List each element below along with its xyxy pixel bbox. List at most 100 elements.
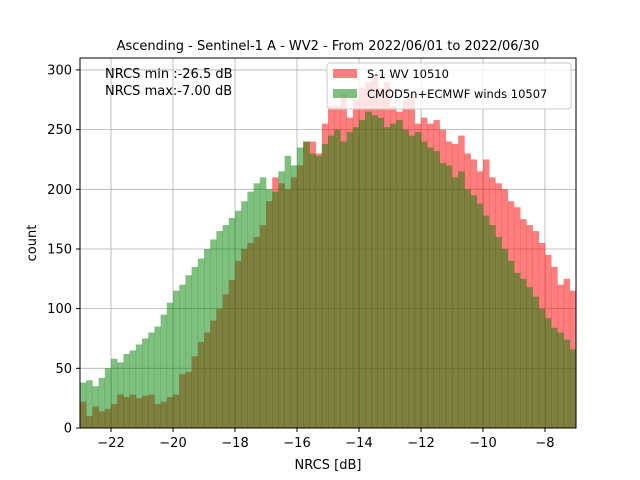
histogram-bar bbox=[538, 308, 546, 428]
histogram-bar bbox=[489, 225, 496, 428]
histogram-bar bbox=[334, 129, 341, 428]
histogram-bar bbox=[563, 339, 571, 428]
histogram-bar bbox=[501, 248, 509, 428]
x-tick-label: −10 bbox=[469, 436, 496, 451]
histogram-bar bbox=[483, 215, 490, 428]
histogram-bar bbox=[532, 296, 540, 428]
histogram-bar bbox=[117, 362, 124, 428]
histogram-bar bbox=[179, 284, 186, 428]
legend-label-s1: S-1 WV 10510 bbox=[367, 67, 449, 81]
y-axis: 0 50 100 150 200 250 300 bbox=[47, 63, 80, 437]
legend-frame bbox=[326, 62, 572, 110]
histogram-bar bbox=[278, 171, 285, 429]
chart-title: Ascending - Sentinel-1 A - WV2 - From 20… bbox=[117, 39, 540, 54]
histogram-bar bbox=[111, 358, 118, 428]
histogram-bar bbox=[340, 141, 347, 428]
histogram-bar bbox=[458, 171, 465, 429]
x-tick-label: −14 bbox=[345, 436, 372, 451]
y-tick-label: 100 bbox=[47, 302, 72, 317]
plot-area bbox=[79, 57, 577, 429]
histogram-bar bbox=[104, 368, 112, 428]
x-axis-label: NRCS [dB] bbox=[295, 458, 362, 473]
histogram-bar bbox=[309, 153, 316, 428]
histogram-bar bbox=[160, 314, 168, 428]
histogram-bar bbox=[371, 115, 378, 429]
histogram-bar bbox=[166, 302, 174, 428]
histogram-bar bbox=[427, 147, 434, 429]
histogram-bar bbox=[352, 127, 360, 429]
histogram-bar bbox=[507, 260, 515, 428]
histogram-bar bbox=[92, 386, 99, 428]
x-tick-label: −8 bbox=[535, 436, 554, 451]
histogram-bar bbox=[284, 155, 292, 428]
histogram-bar bbox=[98, 377, 106, 428]
histogram-bar bbox=[253, 183, 261, 428]
histogram-bar bbox=[526, 287, 533, 428]
y-tick-label: 50 bbox=[55, 362, 72, 377]
histogram-bar bbox=[247, 191, 254, 428]
histogram-bar bbox=[452, 177, 459, 428]
histogram-bar bbox=[365, 111, 372, 428]
y-tick-label: 250 bbox=[47, 123, 72, 138]
histogram-bar bbox=[290, 165, 298, 428]
histogram-bar bbox=[514, 272, 521, 428]
histogram-bar bbox=[464, 189, 471, 428]
x-tick-label: −16 bbox=[283, 436, 310, 451]
histogram-bar bbox=[129, 350, 137, 428]
histogram-bar bbox=[383, 127, 391, 429]
histogram-bar bbox=[476, 203, 484, 428]
histogram-bar bbox=[266, 189, 273, 428]
histogram-bar bbox=[569, 349, 577, 428]
histogram-bar bbox=[303, 141, 310, 428]
histogram-bar bbox=[80, 382, 87, 428]
histogram-bars bbox=[80, 75, 577, 429]
histogram-bar bbox=[86, 380, 93, 428]
histogram-bar bbox=[346, 132, 354, 428]
histogram-bar bbox=[545, 318, 552, 428]
histogram-bar bbox=[359, 120, 366, 428]
x-tick-label: −18 bbox=[221, 436, 248, 451]
histogram-bar bbox=[433, 151, 440, 428]
histogram-bar bbox=[402, 129, 409, 428]
histogram-bar bbox=[241, 201, 248, 428]
series-1-bars bbox=[80, 111, 577, 429]
histogram-bar bbox=[197, 258, 205, 428]
y-tick-label: 150 bbox=[47, 242, 72, 257]
histogram-bar bbox=[439, 163, 447, 428]
histogram-bar bbox=[222, 225, 230, 428]
legend-swatch-cmod5n bbox=[333, 89, 357, 98]
histogram-bar bbox=[396, 120, 403, 428]
histogram-bar bbox=[470, 195, 478, 428]
histogram-bar bbox=[445, 165, 453, 428]
y-axis-label: count bbox=[25, 225, 40, 262]
histogram-bar bbox=[142, 338, 149, 428]
x-tick-label: −22 bbox=[97, 436, 124, 451]
histogram-bar bbox=[210, 239, 217, 428]
histogram-bar bbox=[173, 290, 180, 428]
histogram-bar bbox=[191, 266, 199, 428]
histogram-bar bbox=[557, 332, 564, 428]
histogram-bar bbox=[272, 191, 279, 428]
histogram-bar bbox=[228, 217, 236, 428]
histogram-bar bbox=[321, 143, 329, 428]
plot-frame bbox=[79, 57, 577, 429]
histogram-bar bbox=[204, 248, 211, 428]
histogram-bar bbox=[315, 155, 323, 428]
histogram-bar bbox=[377, 117, 385, 428]
annotation-nrcs-max: NRCS max:-7.00 dB bbox=[105, 84, 232, 99]
histogram-bar bbox=[495, 237, 502, 428]
histogram-bar bbox=[390, 123, 397, 428]
legend-swatch-s1 bbox=[333, 69, 357, 78]
histogram-bar bbox=[154, 326, 161, 428]
x-axis: −22 −20 −18 −16 −14 −12 −10 −8 bbox=[97, 428, 555, 451]
histogram-bar bbox=[135, 344, 143, 428]
histogram-bar bbox=[235, 210, 242, 428]
histogram-bar bbox=[520, 278, 527, 428]
histogram-bar bbox=[408, 135, 416, 429]
annotation-nrcs-min: NRCS min :-26.5 dB bbox=[105, 67, 233, 82]
y-tick-label: 300 bbox=[47, 63, 72, 78]
histogram-bar bbox=[216, 231, 223, 428]
histogram-bar bbox=[123, 354, 130, 428]
legend-label-cmod5n: CMOD5n+ECMWF winds 10507 bbox=[367, 87, 547, 101]
